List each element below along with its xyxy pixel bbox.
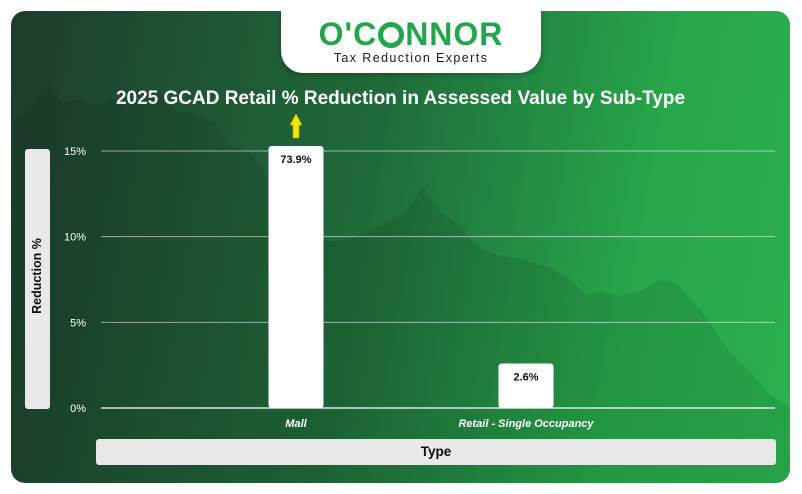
chart-title: 2025 GCAD Retail % Reduction in Assessed… [115, 88, 686, 109]
y-tick-label: 5% [70, 317, 86, 329]
brand-logo: O'C NNOR [318, 16, 504, 52]
background-silhouette [11, 86, 790, 483]
data-label: 73.9% [280, 154, 311, 166]
bars [268, 146, 554, 408]
gridlines [101, 150, 775, 409]
bar [498, 363, 554, 408]
category-label: Retail - Single Occupancy [458, 418, 594, 430]
x-axis-label: Type [96, 439, 776, 465]
up-arrow-icon [289, 113, 303, 139]
y-tick-label: 10% [64, 232, 86, 244]
category-label: Mall [285, 418, 307, 430]
chart-card: O'C NNOR Tax Reduction Experts 2025 GCAD … [11, 11, 790, 483]
logo-banner: O'C NNOR Tax Reduction Experts [281, 11, 541, 73]
data-label: 2.6% [513, 371, 538, 383]
y-axis-label-box: Reduction % [25, 149, 50, 409]
bar-chart: 0% 5% 10% 15% 73.9% Mall 2.6% Retail - Single O… [11, 86, 790, 483]
keyhole-o-icon [378, 22, 405, 48]
skyline-silhouette [11, 86, 790, 483]
y-tick-label: 15% [64, 146, 86, 158]
labels: 0% 5% 10% 15% 73.9% Mall 2.6% Retail - Single O… [64, 113, 594, 430]
bar [268, 146, 324, 408]
y-tick-label: 0% [70, 403, 86, 415]
brand-tagline: Tax Reduction Experts [333, 51, 489, 65]
